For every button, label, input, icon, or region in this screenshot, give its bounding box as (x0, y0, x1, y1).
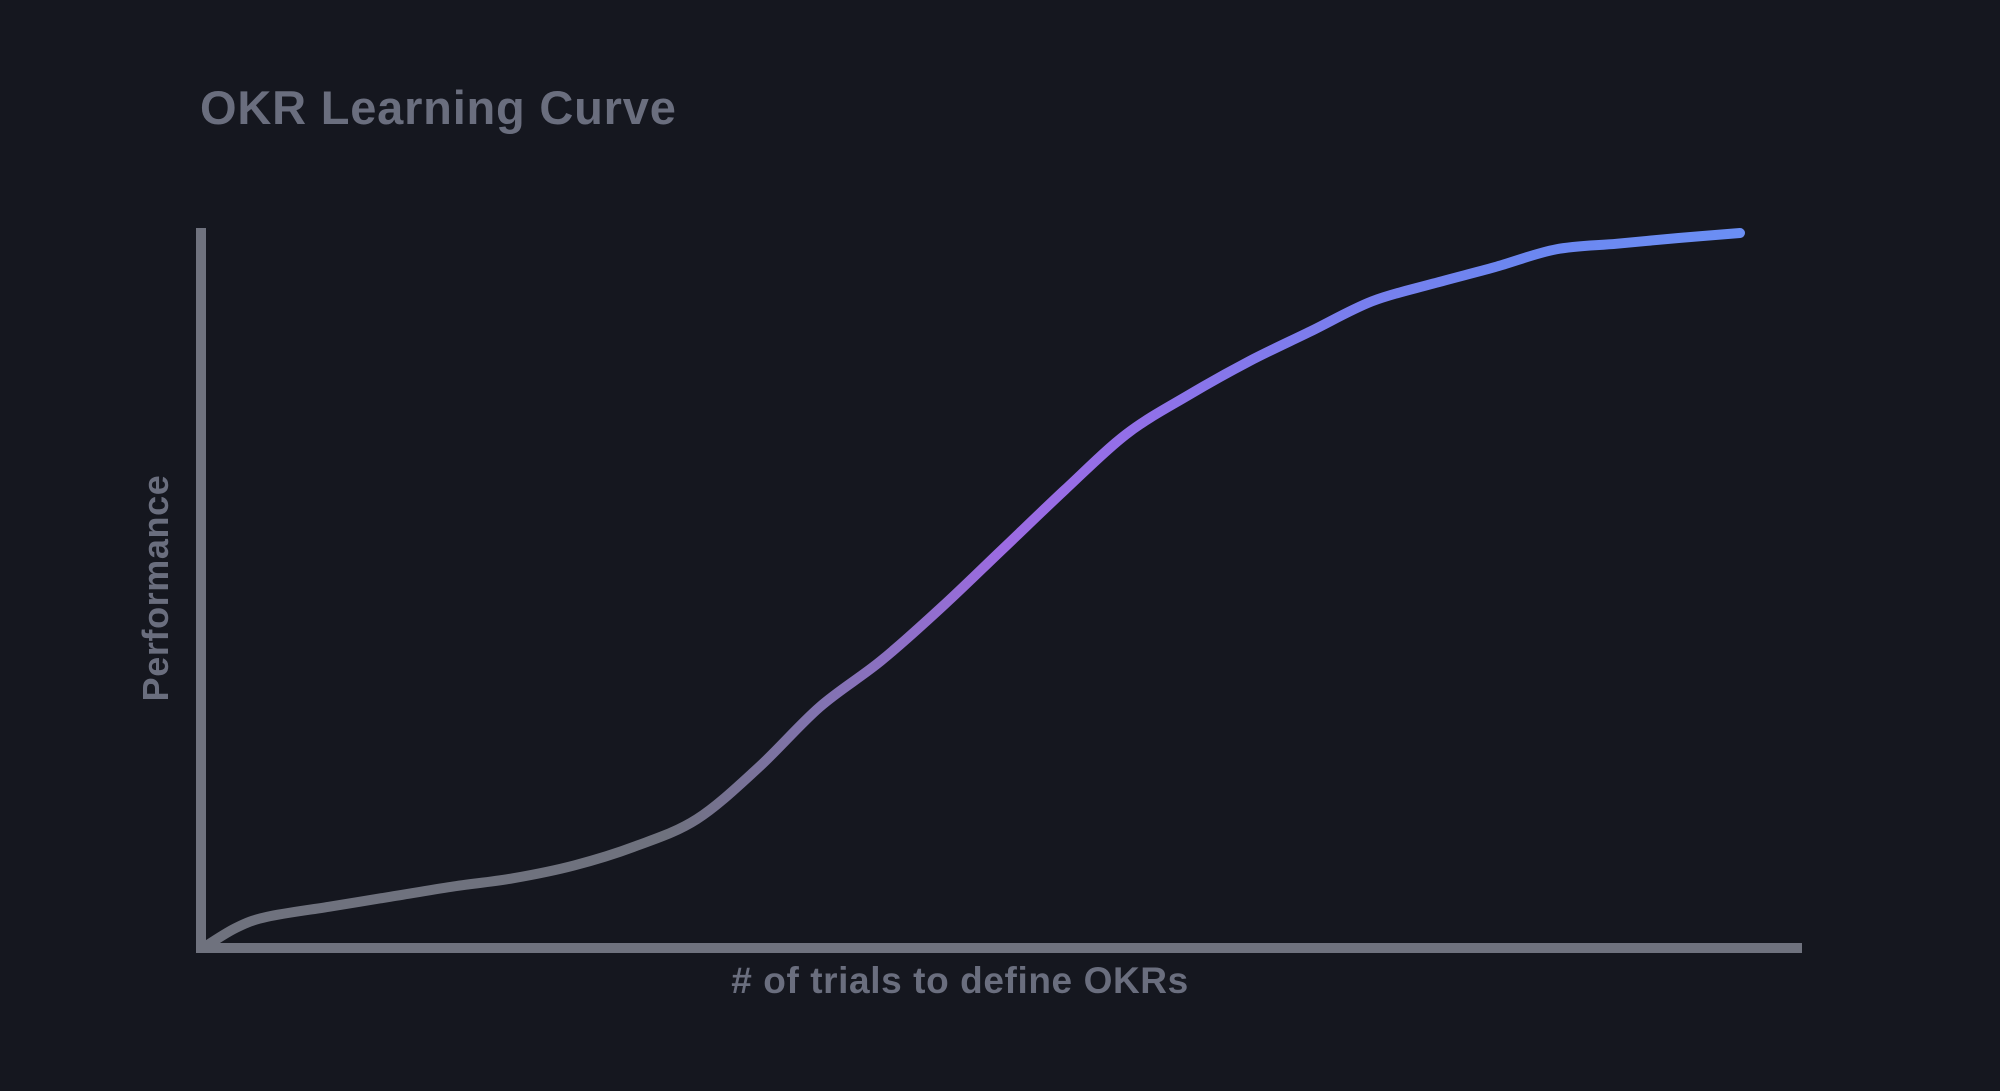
x-axis-label: # of trials to define OKRs (731, 960, 1189, 1001)
chart-title: OKR Learning Curve (200, 81, 677, 134)
learning-curve-line (201, 228, 1745, 951)
